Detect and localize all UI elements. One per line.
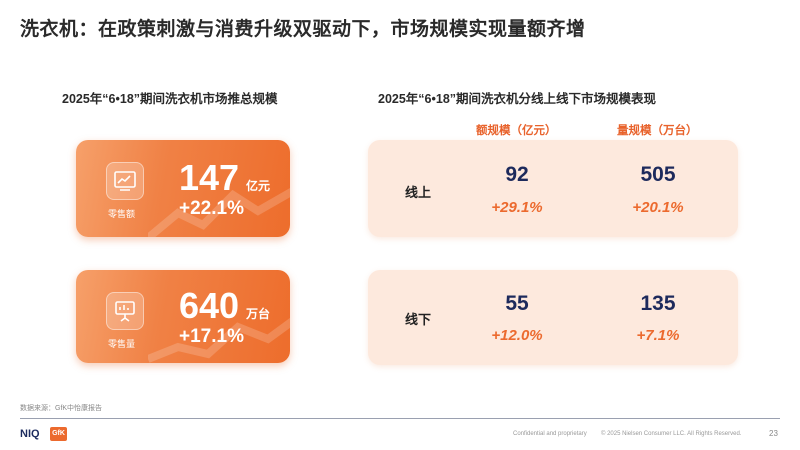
retail-value-card: 零售额 147 亿元 +22.1% — [76, 140, 290, 237]
right-subtitle: 2025年“6•18”期间洗衣机分线上线下市场规模表现 — [378, 92, 657, 106]
data-source-note: 数据来源：GfK中怡康报告 — [20, 405, 103, 412]
niq-logo: NIQ — [20, 428, 40, 440]
offline-volume-growth: +7.1% — [636, 327, 680, 344]
row-label-offline: 线下 — [405, 312, 432, 327]
page-number: 23 — [769, 429, 778, 438]
offline-volume-value: 135 — [640, 292, 676, 315]
decorative-chart-icon — [148, 317, 290, 363]
gfk-logo-text: GfK — [52, 430, 65, 437]
confidential-text: Confidential and proprietary — [513, 431, 587, 437]
card-label: 零售量 — [108, 339, 136, 349]
online-amount-growth: +29.1% — [491, 199, 543, 216]
card-value: 147 — [179, 157, 240, 198]
page-title: 洗衣机：在政策刺激与消费升级双驱动下，市场规模实现量额齐增 — [20, 19, 586, 40]
gfk-logo: GfK — [50, 427, 67, 441]
decorative-chart-icon — [148, 187, 290, 237]
row-label-online: 线上 — [405, 185, 432, 200]
retail-volume-card: 零售量 640 万台 +17.1% — [76, 270, 290, 363]
footer-divider — [20, 418, 780, 419]
column-header-volume: 量规模（万台） — [617, 125, 698, 137]
presentation-board-icon — [106, 292, 144, 330]
left-subtitle: 2025年“6•18”期间洗衣机市场推总规模 — [62, 92, 278, 106]
card-unit: 亿元 — [246, 179, 271, 193]
card-value: 640 — [179, 285, 240, 326]
offline-row-panel: 线下 55 +12.0% 135 +7.1% — [368, 270, 738, 365]
copyright-text: © 2025 Nielsen Consumer LLC. All Rights … — [601, 431, 742, 437]
offline-amount-value: 55 — [505, 292, 529, 315]
online-amount-value: 92 — [505, 163, 529, 186]
card-unit: 万台 — [246, 307, 271, 321]
column-header-amount: 额规模（亿元） — [476, 125, 557, 137]
chart-trend-icon — [106, 162, 144, 200]
offline-amount-growth: +12.0% — [491, 327, 543, 344]
card-label: 零售额 — [108, 209, 136, 219]
card-growth: +17.1% — [179, 326, 244, 347]
online-volume-growth: +20.1% — [632, 199, 684, 216]
card-growth: +22.1% — [179, 198, 244, 219]
online-volume-value: 505 — [640, 163, 676, 186]
online-row-panel: 线上 92 +29.1% 505 +20.1% — [368, 140, 738, 237]
